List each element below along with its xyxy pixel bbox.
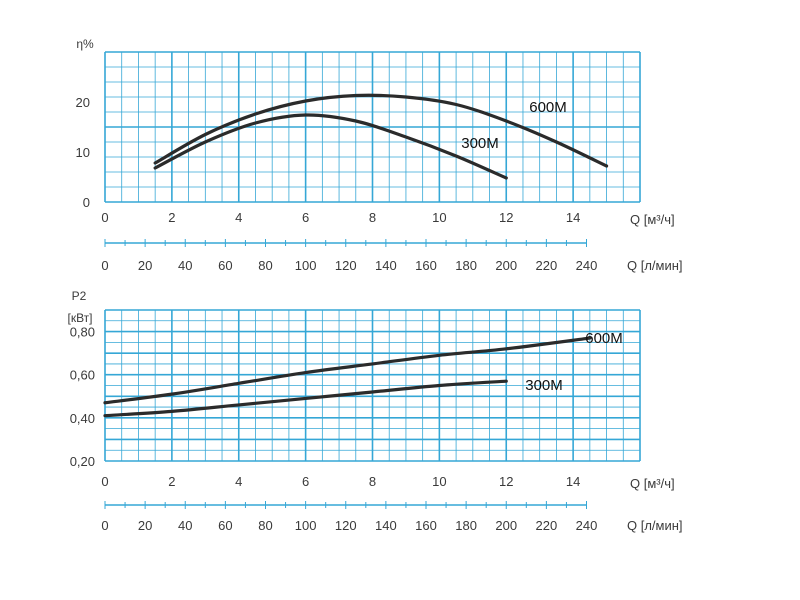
x-secondary-tick-label: 0 <box>101 258 108 273</box>
x-tick-label: 10 <box>432 210 446 225</box>
series-label-600m: 600M <box>529 99 567 116</box>
efficiency-chart: 0 10 20 η% 0 2 4 6 8 10 12 14 Q [м³/ч] 0 20 40 60 80 100 12… <box>76 37 683 273</box>
x-secondary-tick-label: 20 <box>138 518 152 533</box>
x-secondary-tick-label: 180 <box>455 518 477 533</box>
y-axis-label: η% <box>76 37 94 51</box>
x-secondary-tick-label: 40 <box>178 518 192 533</box>
y-tick-label: 10 <box>76 145 90 160</box>
series-label-600m: 600M <box>585 330 623 347</box>
x-tick-label: 2 <box>168 474 175 489</box>
x-secondary-tick-label: 60 <box>218 258 232 273</box>
x-secondary-tick-label: 0 <box>101 518 108 533</box>
y-axis-label: P2 <box>72 289 87 303</box>
x-secondary-tick-label: 80 <box>258 518 272 533</box>
series-line-600m <box>153 93 609 168</box>
y-tick-label: 20 <box>76 95 90 110</box>
y-tick-label: 0,20 <box>70 454 95 469</box>
x-tick-label: 14 <box>566 210 580 225</box>
series-label-300m: 300M <box>461 135 499 152</box>
x-tick-label: 12 <box>499 210 513 225</box>
series-line-300m <box>153 113 508 180</box>
x-tick-label: 10 <box>432 474 446 489</box>
x-secondary-axis-label: Q [л/мин] <box>627 518 683 533</box>
power-chart: 0,20 0,40 0,60 0,80 P2 [кВт] 0 2 4 6 8 10 12 14 Q [м³/… <box>67 289 682 533</box>
series-label-300m: 300M <box>525 377 563 394</box>
y-tick-label: 0,80 <box>70 325 95 340</box>
x-axis-label: Q [м³/ч] <box>630 212 675 227</box>
x-secondary-tick-label: 160 <box>415 258 437 273</box>
x-secondary-tick-label: 40 <box>178 258 192 273</box>
y-tick-label: 0 <box>83 195 90 210</box>
x-secondary-axis-label: Q [л/мин] <box>627 258 683 273</box>
x-secondary-tick-label: 140 <box>375 518 397 533</box>
x-tick-label: 8 <box>369 210 376 225</box>
x-secondary-tick-label: 240 <box>576 258 598 273</box>
y-tick-label: 0,60 <box>70 368 95 383</box>
x-secondary-tick-label: 160 <box>415 518 437 533</box>
series-line-600m <box>103 336 592 405</box>
x-secondary-tick-label: 220 <box>536 258 558 273</box>
x-tick-label: 0 <box>101 210 108 225</box>
x-secondary-tick-label: 60 <box>218 518 232 533</box>
y-axis-unit: [кВт] <box>67 311 92 325</box>
x-tick-label: 2 <box>168 210 175 225</box>
series-line-300m <box>103 379 508 418</box>
x-secondary-tick-label: 20 <box>138 258 152 273</box>
x-tick-label: 14 <box>566 474 580 489</box>
x-tick-label: 4 <box>235 210 242 225</box>
x-tick-label: 8 <box>369 474 376 489</box>
y-tick-label: 0,40 <box>70 411 95 426</box>
x-secondary-tick-label: 100 <box>295 518 317 533</box>
x-secondary-tick-label: 240 <box>576 518 598 533</box>
x-secondary-tick-label: 140 <box>375 258 397 273</box>
x-secondary-tick-label: 180 <box>455 258 477 273</box>
x-secondary-tick-label: 120 <box>335 518 357 533</box>
x-secondary-tick-label: 80 <box>258 258 272 273</box>
x-tick-label: 4 <box>235 474 242 489</box>
x-secondary-tick-label: 120 <box>335 258 357 273</box>
x-tick-label: 0 <box>101 474 108 489</box>
x-tick-label: 12 <box>499 474 513 489</box>
x-tick-label: 6 <box>302 210 309 225</box>
x-secondary-tick-label: 220 <box>536 518 558 533</box>
x-secondary-tick-label: 100 <box>295 258 317 273</box>
x-tick-label: 6 <box>302 474 309 489</box>
x-axis-label: Q [м³/ч] <box>630 476 675 491</box>
grid <box>104 51 641 203</box>
x-secondary-tick-label: 200 <box>495 258 517 273</box>
x-secondary-tick-label: 200 <box>495 518 517 533</box>
